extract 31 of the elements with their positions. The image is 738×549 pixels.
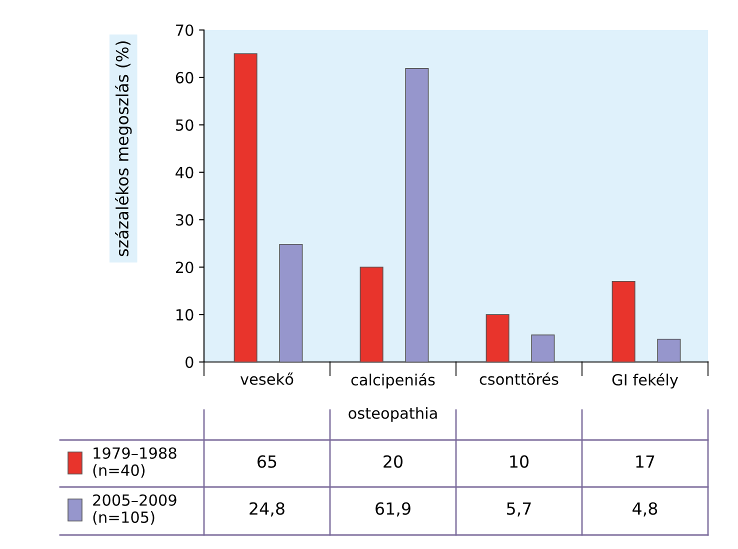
y-tick-label: 50	[176, 119, 194, 131]
y-tick-label: 30	[176, 214, 194, 226]
y-tick-label: 10	[176, 309, 194, 321]
data-label: 5,7	[507, 502, 531, 517]
x-tick-label: csonttörés	[480, 372, 558, 385]
bar	[486, 314, 510, 362]
y-tick-label: 40	[176, 166, 194, 178]
x-tick-label: GI fekély	[612, 373, 678, 389]
data-label: 17	[636, 455, 654, 468]
data-label: 65	[258, 455, 276, 468]
y-tick-label: 60	[176, 72, 194, 84]
bar	[360, 266, 384, 362]
y-tick-label: 70	[176, 24, 194, 36]
data-label: 20	[384, 455, 402, 468]
y-tick-label: 20	[176, 262, 194, 274]
data-label: 24,8	[250, 502, 284, 517]
bar	[531, 334, 555, 362]
data-label: 61,9	[376, 502, 410, 517]
legend-label: 1979–1988 (n=40)	[93, 447, 176, 478]
category-label: calcipeniás osteopathia	[348, 373, 437, 422]
bar	[657, 338, 681, 362]
data-label: 10	[510, 455, 528, 468]
bar	[612, 280, 636, 362]
bar	[279, 244, 303, 362]
x-tick-label: vesekő	[240, 372, 294, 385]
y-axis-title: százalékos megoszlás (%)	[114, 41, 132, 256]
bar	[234, 53, 258, 362]
data-label: 4,8	[632, 502, 658, 517]
y-tick-label: 0	[186, 356, 194, 368]
bar	[405, 68, 429, 362]
legend-label: 2005–2009 (n=105)	[93, 494, 176, 525]
